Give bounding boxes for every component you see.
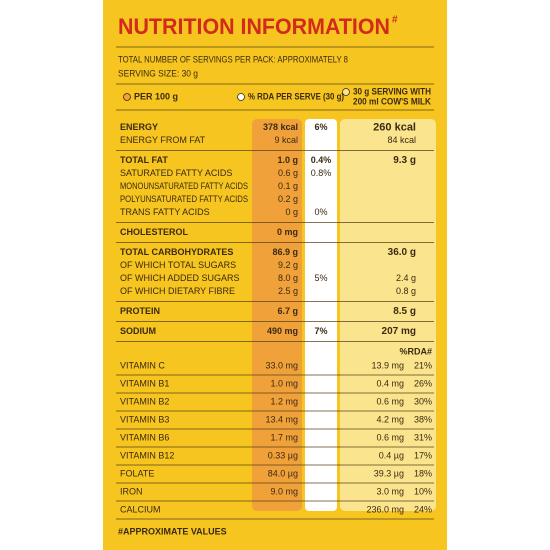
per-100g-column	[252, 119, 302, 511]
serving-value: 84 kcal	[387, 135, 416, 145]
nutrient-name: CHOLESTEROL	[120, 227, 189, 237]
per-100g-value: 9 kcal	[274, 135, 298, 145]
per-100g-value: 1.0 mg	[270, 378, 298, 388]
rda-value: 0%	[314, 207, 327, 217]
nutrient-name: MONOUNSATURATED FATTY ACIDS	[120, 181, 248, 191]
nutrient-name: ENERGY FROM FAT	[120, 135, 206, 145]
vitamin-name: IRON	[120, 486, 143, 496]
per-100g-value: 6.7 g	[277, 306, 298, 316]
per-100g-value: 2.5 g	[278, 286, 298, 296]
legend-label: % RDA PER SERVE (30 g)	[248, 91, 344, 101]
rda-value: 7%	[314, 326, 327, 336]
per-100g-value: 9.2 g	[278, 260, 298, 270]
serving-value: 4.2 mg	[376, 414, 404, 424]
legend-swatch	[342, 88, 350, 96]
rda-value: 0.4%	[311, 155, 332, 165]
per-100g-value: 1.2 mg	[270, 396, 298, 406]
rda-value: 6%	[314, 122, 327, 132]
serving-value: 3.0 mg	[376, 486, 404, 496]
vitamin-name: VITAMIN B12	[120, 450, 174, 460]
serving-value: 36.0 g	[388, 247, 416, 258]
serving-rda-value: 26%	[414, 378, 432, 388]
nutrient-name: OF WHICH ADDED SUGARS	[120, 273, 240, 283]
serving-value: 207 mg	[382, 326, 416, 337]
nutrient-name: PROTEIN	[120, 306, 160, 316]
legend-swatch	[123, 93, 131, 101]
servings: TOTAL NUMBER OF SERVINGS PER PACK: APPRO…	[118, 54, 348, 64]
per-100g-value: 84.0 µg	[268, 468, 298, 478]
per-100g-value: 0.6 g	[278, 168, 298, 178]
legend-label: PER 100 g	[134, 91, 178, 101]
nutrient-name: ENERGY	[120, 122, 158, 132]
footnote: #APPROXIMATE VALUES	[118, 526, 227, 536]
per-100g-value: 0.2 g	[278, 194, 298, 204]
serving-value: 39.3 µg	[374, 468, 404, 478]
per-100g-value: 33.0 mg	[265, 360, 298, 370]
per-100g-value: 1.0 g	[277, 155, 298, 165]
title-mark: #	[392, 15, 398, 26]
serving-rda-value: 10%	[414, 486, 432, 496]
serving-rda-value: 24%	[414, 504, 432, 514]
vitamin-name: VITAMIN B6	[120, 432, 169, 442]
vitamin-name: VITAMIN B1	[120, 378, 169, 388]
nutrient-name: TOTAL CARBOHYDRATES	[120, 247, 233, 257]
serving-value: 236.0 mg	[366, 504, 404, 514]
serving-rda-value: 30%	[414, 396, 432, 406]
per-100g-value: 490 mg	[267, 326, 298, 336]
vitamin-name: VITAMIN B2	[120, 396, 169, 406]
vitamin-name: VITAMIN C	[120, 360, 165, 370]
serving-value: 2.4 g	[396, 273, 416, 283]
serving-value: 260 kcal	[373, 121, 416, 133]
serving-value: 0.6 mg	[376, 432, 404, 442]
nutrient-name: POLYUNSATURATED FATTY ACIDS	[120, 194, 248, 204]
legend-swatch	[237, 93, 245, 101]
vitamin-name: CALCIUM	[120, 504, 161, 514]
serving-rda-value: 18%	[414, 468, 432, 478]
nutrient-name: SODIUM	[120, 326, 156, 336]
title: NUTRITION INFORMATION	[118, 14, 390, 39]
serving-value: 0.6 mg	[376, 396, 404, 406]
serving-value: 9.3 g	[393, 155, 416, 166]
serving-rda-value: 31%	[414, 432, 432, 442]
serving-rda-value: 17%	[414, 450, 432, 460]
nutrient-name: TRANS FATTY ACIDS	[120, 207, 210, 217]
rda-value: 5%	[314, 273, 327, 283]
nutrient-name: OF WHICH DIETARY FIBRE	[120, 286, 235, 296]
serving-rda-value: 38%	[414, 414, 432, 424]
per-100g-value: 378 kcal	[263, 122, 298, 132]
serving-rda-value: 21%	[414, 360, 432, 370]
per-100g-value: 0.1 g	[278, 181, 298, 191]
serving-column	[340, 119, 436, 511]
per-100g-value: 8.0 g	[278, 273, 298, 283]
legend-label: 200 ml COW'S MILK	[353, 96, 431, 106]
per-100g-value: 13.4 mg	[265, 414, 298, 424]
per-100g-value: 0 g	[285, 207, 298, 217]
per-100g-value: 1.7 mg	[270, 432, 298, 442]
rda-column	[305, 119, 337, 511]
serving-value: 13.9 mg	[371, 360, 404, 370]
legend-label: 30 g SERVING WITH	[353, 86, 431, 96]
per-100g-value: 86.9 g	[272, 247, 298, 257]
serving-value: 0.4 µg	[379, 450, 404, 460]
per-100g-value: 0 mg	[277, 227, 298, 237]
rda-value: 0.8%	[311, 168, 332, 178]
nutrient-name: OF WHICH TOTAL SUGARS	[120, 260, 236, 270]
vitamin-name: FOLATE	[120, 468, 154, 478]
per-100g-value: 9.0 mg	[270, 486, 298, 496]
serving-value: 8.5 g	[393, 306, 416, 317]
serving-value: 0.8 g	[396, 286, 416, 296]
serving-value: 0.4 mg	[376, 378, 404, 388]
nutrient-name: SATURATED FATTY ACIDS	[120, 168, 232, 178]
vitamin-name: VITAMIN B3	[120, 414, 169, 424]
rda-header: %RDA#	[399, 346, 432, 356]
nutrient-name: TOTAL FAT	[120, 155, 168, 165]
per-100g-value: 0.33 µg	[268, 450, 298, 460]
serving-size: SERVING SIZE: 30 g	[118, 68, 198, 78]
